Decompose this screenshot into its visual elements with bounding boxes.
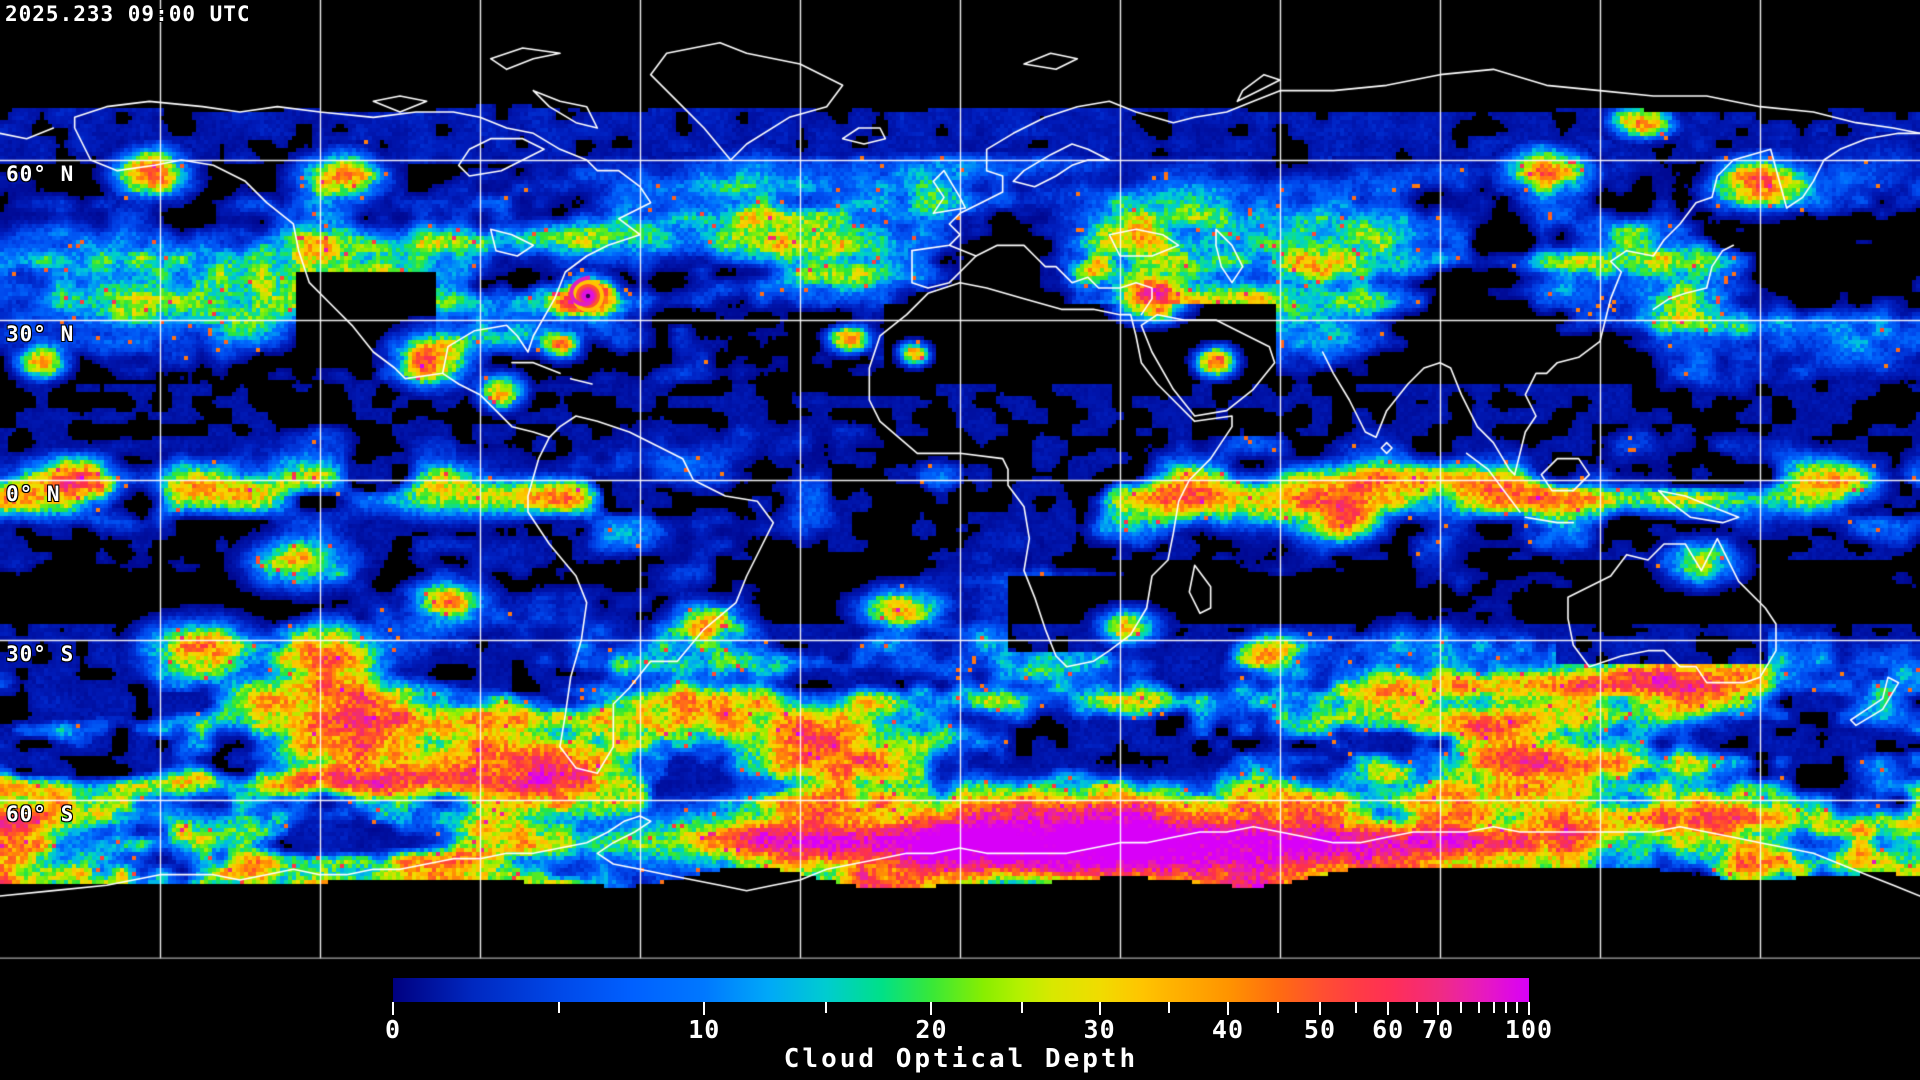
colorbar: 0 10 20 30 40 50 60 70 100 Cloud Optical Depth xyxy=(385,978,1552,1074)
colorbar-tick-label: 20 xyxy=(915,1015,948,1044)
colorbar-tick xyxy=(703,1002,706,1015)
colorbar-tick xyxy=(1355,1002,1358,1013)
colorbar-tick xyxy=(1167,1002,1170,1013)
colorbar-tick xyxy=(1276,1002,1279,1013)
global-cloud-optical-depth-map xyxy=(0,0,1920,960)
colorbar-tick xyxy=(1387,1002,1390,1015)
colorbar-tick-label: 100 xyxy=(1504,1015,1554,1044)
colorbar-tick xyxy=(1459,1002,1462,1013)
colorbar-tick xyxy=(1478,1002,1481,1013)
colorbar-tick xyxy=(1505,1002,1508,1013)
colorbar-tick-label: 50 xyxy=(1303,1015,1337,1044)
colorbar-tick xyxy=(1515,1002,1518,1013)
latitude-label: 30° N xyxy=(6,322,75,346)
colorbar-gradient xyxy=(393,978,1529,1002)
colorbar-tick xyxy=(824,1002,827,1013)
colorbar-tick-label: 70 xyxy=(1422,1015,1455,1044)
colorbar-tick-label: 60 xyxy=(1372,1015,1405,1044)
latitude-label: 60° S xyxy=(6,802,75,826)
colorbar-tick-label: 10 xyxy=(688,1015,721,1044)
colorbar-title: Cloud Optical Depth xyxy=(783,1044,1139,1074)
timestamp-label: 2025.233 09:00 UTC xyxy=(5,2,251,26)
colorbar-tick xyxy=(1021,1002,1024,1013)
colorbar-tick xyxy=(1415,1002,1418,1013)
colorbar-tick xyxy=(392,1002,394,1015)
colorbar-tick xyxy=(1437,1002,1440,1015)
colorbar-tick xyxy=(1492,1002,1495,1013)
colorbar-tick xyxy=(1226,1002,1229,1015)
latitude-label: 0° N xyxy=(6,482,61,506)
colorbar-tick xyxy=(1528,1002,1530,1015)
colorbar-tick-label: 30 xyxy=(1083,1015,1116,1044)
colorbar-tick-label: 40 xyxy=(1211,1015,1245,1044)
colorbar-tick xyxy=(930,1002,933,1015)
colorbar-tick xyxy=(1318,1002,1321,1015)
colorbar-tick xyxy=(557,1002,560,1013)
latitude-label: 30° S xyxy=(6,642,75,666)
colorbar-tick xyxy=(1098,1002,1101,1015)
latitude-label: 60° N xyxy=(6,162,75,186)
colorbar-tick-label: 0 xyxy=(384,1015,402,1044)
